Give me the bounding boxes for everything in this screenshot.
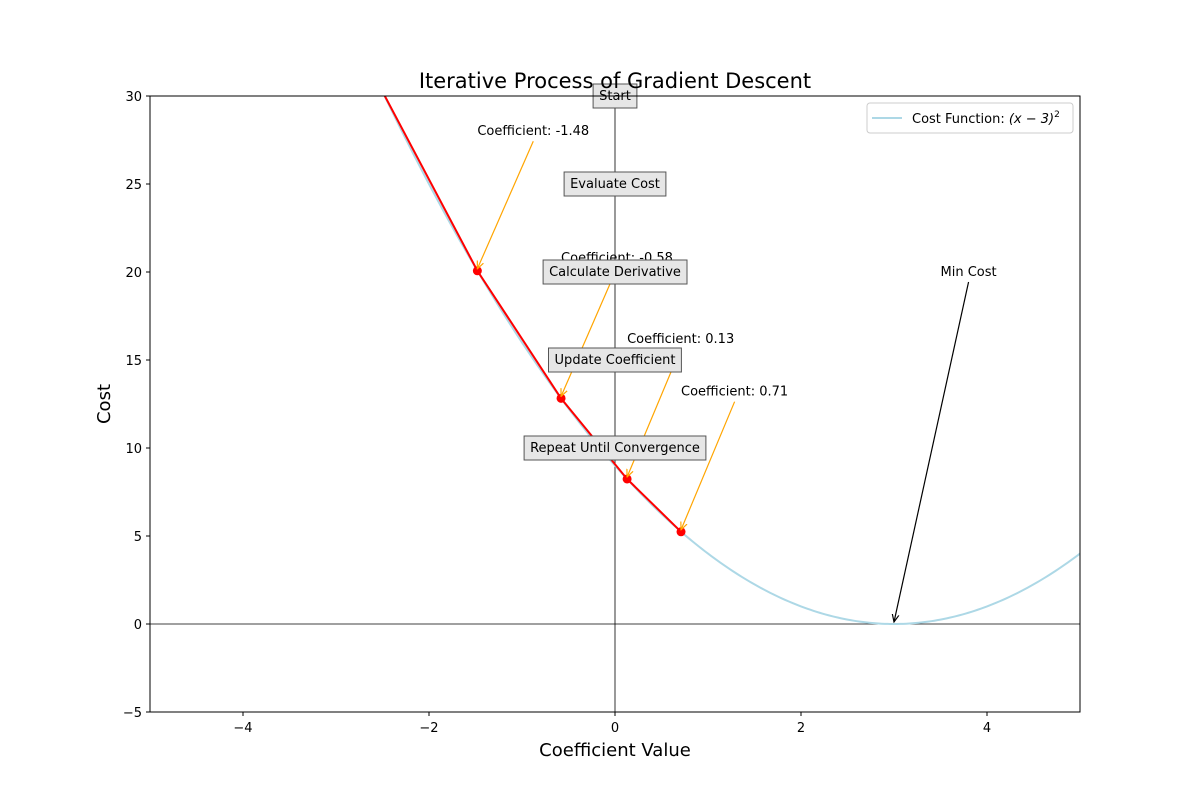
- legend-label-exponent: 2: [1054, 110, 1060, 120]
- y-tick-label: 0: [134, 618, 142, 633]
- y-tick-label: −5: [123, 706, 142, 721]
- annotation-label: Min Cost: [941, 265, 997, 280]
- legend-label-math: (x − 3): [1009, 112, 1054, 127]
- x-tick-label: −2: [419, 721, 438, 736]
- step-box: Update Coefficient: [548, 347, 682, 373]
- y-tick-label: 5: [134, 530, 142, 545]
- step-box: Repeat Until Convergence: [523, 435, 707, 461]
- step-box-frame: [523, 435, 707, 461]
- reference-lines: [150, 96, 1080, 712]
- annotation-label: Coefficient: -1.48: [477, 124, 589, 139]
- annotation-label: Coefficient: 0.13: [627, 332, 734, 347]
- y-tick-label: 10: [125, 442, 142, 457]
- step-box: Calculate Derivative: [542, 259, 688, 285]
- step-box-frame: [548, 347, 682, 373]
- legend: Cost Function: (x − 3)2: [866, 102, 1074, 134]
- annotation-arrow: [561, 267, 618, 396]
- step-box-frame: [563, 171, 667, 197]
- x-tick-label: 0: [611, 721, 619, 736]
- step-box-label: Update Coefficient: [555, 353, 676, 368]
- annotation-arrow: [894, 281, 970, 622]
- legend-label-cost-function: Cost Function: (x − 3)2: [912, 110, 1060, 127]
- annotation-label: Coefficient: 0.71: [681, 385, 788, 400]
- x-tick-label: 4: [983, 721, 991, 736]
- step-box: Evaluate Cost: [563, 171, 667, 197]
- chart-title: Iterative Process of Gradient Descent: [419, 69, 811, 93]
- y-tick-label: 30: [125, 90, 142, 105]
- x-axis-ticks: −4 −2 0 2 4: [233, 712, 991, 736]
- legend-label-prefix: Cost Function:: [912, 112, 1009, 127]
- x-tick-label: −4: [233, 721, 252, 736]
- y-axis-ticks: −5 0 5 10 15 20 25 30: [123, 90, 150, 721]
- x-tick-label: 2: [797, 721, 805, 736]
- y-tick-label: 25: [125, 178, 142, 193]
- annotation-arrow: [477, 140, 534, 269]
- y-tick-label: 20: [125, 266, 142, 281]
- step-box-label: Repeat Until Convergence: [530, 441, 700, 456]
- x-axis-label: Coefficient Value: [539, 740, 691, 761]
- y-axis-label: Cost: [94, 384, 115, 424]
- y-tick-label: 15: [125, 354, 142, 369]
- step-box-label: Evaluate Cost: [570, 177, 660, 192]
- annotation-arrow: [681, 401, 736, 530]
- step-box-label: Calculate Derivative: [549, 265, 681, 280]
- legend-frame: [866, 102, 1074, 134]
- step-box-frame: [542, 259, 688, 285]
